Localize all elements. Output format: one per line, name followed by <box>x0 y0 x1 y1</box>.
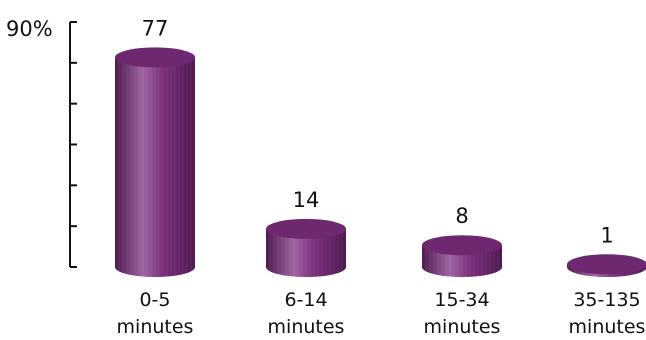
bar-3 <box>422 235 502 277</box>
labels-group: 77 0-5 minutes 14 6-14 minutes 8 15-34 minutes 1 3… <box>117 16 646 338</box>
bar-1 <box>115 47 195 278</box>
value-label: 1 <box>600 223 613 247</box>
value-label: 77 <box>142 16 169 40</box>
category-label: 15-34 <box>434 289 489 311</box>
category-label: minutes <box>268 316 345 338</box>
category-label: minutes <box>424 316 501 338</box>
value-label: 14 <box>293 188 320 212</box>
bar-body <box>115 57 195 278</box>
bar-top <box>266 218 346 239</box>
bar-4 <box>567 254 646 277</box>
bar-top <box>422 235 502 256</box>
y-axis <box>69 21 77 268</box>
bar-2 <box>266 218 346 277</box>
bar-body <box>266 228 346 277</box>
bars-group <box>115 47 646 278</box>
category-label: 6-14 <box>284 289 327 311</box>
category-label: 0-5 <box>139 289 170 311</box>
bar-top <box>567 254 646 275</box>
category-label: minutes <box>569 316 646 338</box>
y-axis-top-label: 90% <box>6 17 53 41</box>
bar-top <box>115 47 195 68</box>
category-label: minutes <box>117 316 194 338</box>
value-label: 8 <box>455 204 468 228</box>
category-label: 35-135 <box>573 289 640 311</box>
